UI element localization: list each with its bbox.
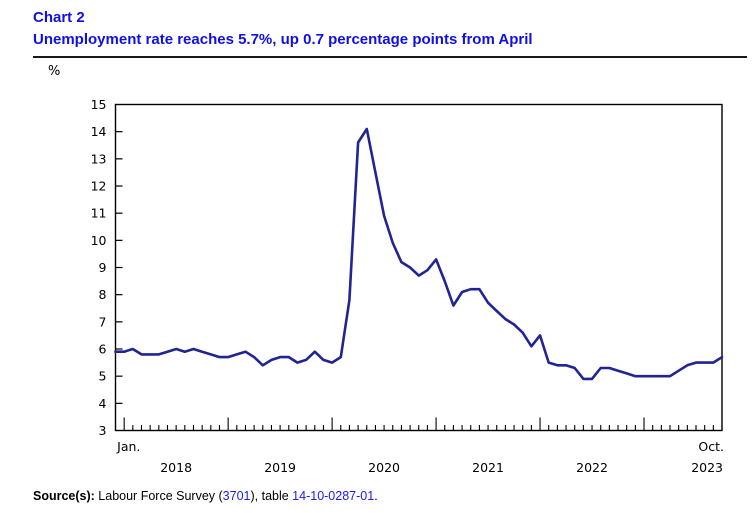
svg-text:7: 7 bbox=[99, 314, 107, 329]
svg-text:10: 10 bbox=[91, 233, 107, 248]
svg-text:5: 5 bbox=[99, 369, 107, 384]
source-text-1: Labour Force Survey ( bbox=[94, 489, 223, 503]
source-survey-link[interactable]: 3701 bbox=[222, 489, 251, 503]
x-label-jan: Jan. bbox=[116, 439, 140, 454]
source-line: Source(s): Labour Force Survey (3701), t… bbox=[33, 489, 378, 503]
x-year-label: 2021 bbox=[472, 460, 504, 475]
chart-number-label: Chart 2 bbox=[33, 9, 85, 26]
source-table-link[interactable]: 14-10-0287-01 bbox=[292, 489, 375, 503]
chart-title: Unemployment rate reaches 5.7%, up 0.7 p… bbox=[33, 31, 533, 48]
svg-text:15: 15 bbox=[91, 97, 107, 112]
x-axis: Jan. Oct. 2018 2019 2020 2021 2022 2023 bbox=[116, 417, 724, 475]
x-label-oct: Oct. bbox=[698, 439, 724, 454]
y-axis-unit-label: % bbox=[48, 64, 61, 79]
svg-text:11: 11 bbox=[91, 206, 107, 221]
chart-header: Chart 2 Unemployment rate reaches 5.7%, … bbox=[33, 7, 745, 51]
source-label: Source(s): bbox=[33, 489, 95, 503]
svg-text:3: 3 bbox=[99, 423, 107, 438]
source-text-2: ), table bbox=[250, 489, 293, 503]
y-axis: 15 14 13 12 11 10 9 8 7 6 5 4 3 bbox=[91, 97, 123, 438]
svg-text:6: 6 bbox=[99, 342, 107, 357]
header-divider bbox=[33, 56, 747, 58]
svg-text:13: 13 bbox=[91, 151, 107, 166]
svg-text:12: 12 bbox=[91, 179, 107, 194]
x-year-label: 2020 bbox=[368, 460, 400, 475]
unemployment-rate-line bbox=[114, 127, 724, 381]
svg-text:4: 4 bbox=[99, 396, 107, 411]
svg-text:14: 14 bbox=[91, 124, 107, 139]
x-year-label: 2022 bbox=[576, 460, 608, 475]
plot-border bbox=[114, 103, 723, 432]
svg-text:9: 9 bbox=[99, 260, 107, 275]
svg-text:8: 8 bbox=[99, 287, 107, 302]
x-year-label: 2023 bbox=[691, 460, 723, 475]
source-text-3: . bbox=[374, 489, 378, 503]
x-year-label: 2018 bbox=[160, 460, 192, 475]
x-year-label: 2019 bbox=[264, 460, 296, 475]
